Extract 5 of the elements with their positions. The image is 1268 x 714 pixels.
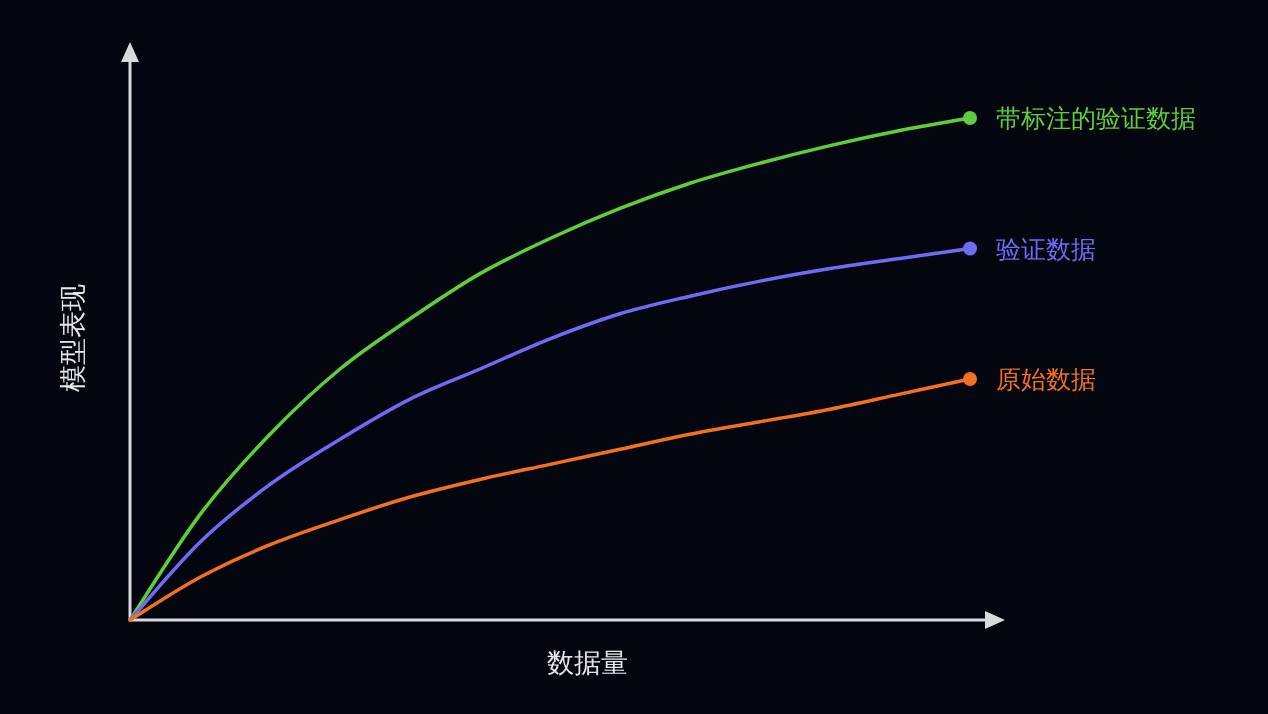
x-axis-title: 数据量: [546, 647, 628, 678]
y-axis-title: 模型表现: [57, 284, 88, 392]
series-label: 带标注的验证数据: [996, 104, 1196, 133]
series-label: 验证数据: [996, 234, 1096, 264]
series-label: 原始数据: [996, 365, 1096, 395]
